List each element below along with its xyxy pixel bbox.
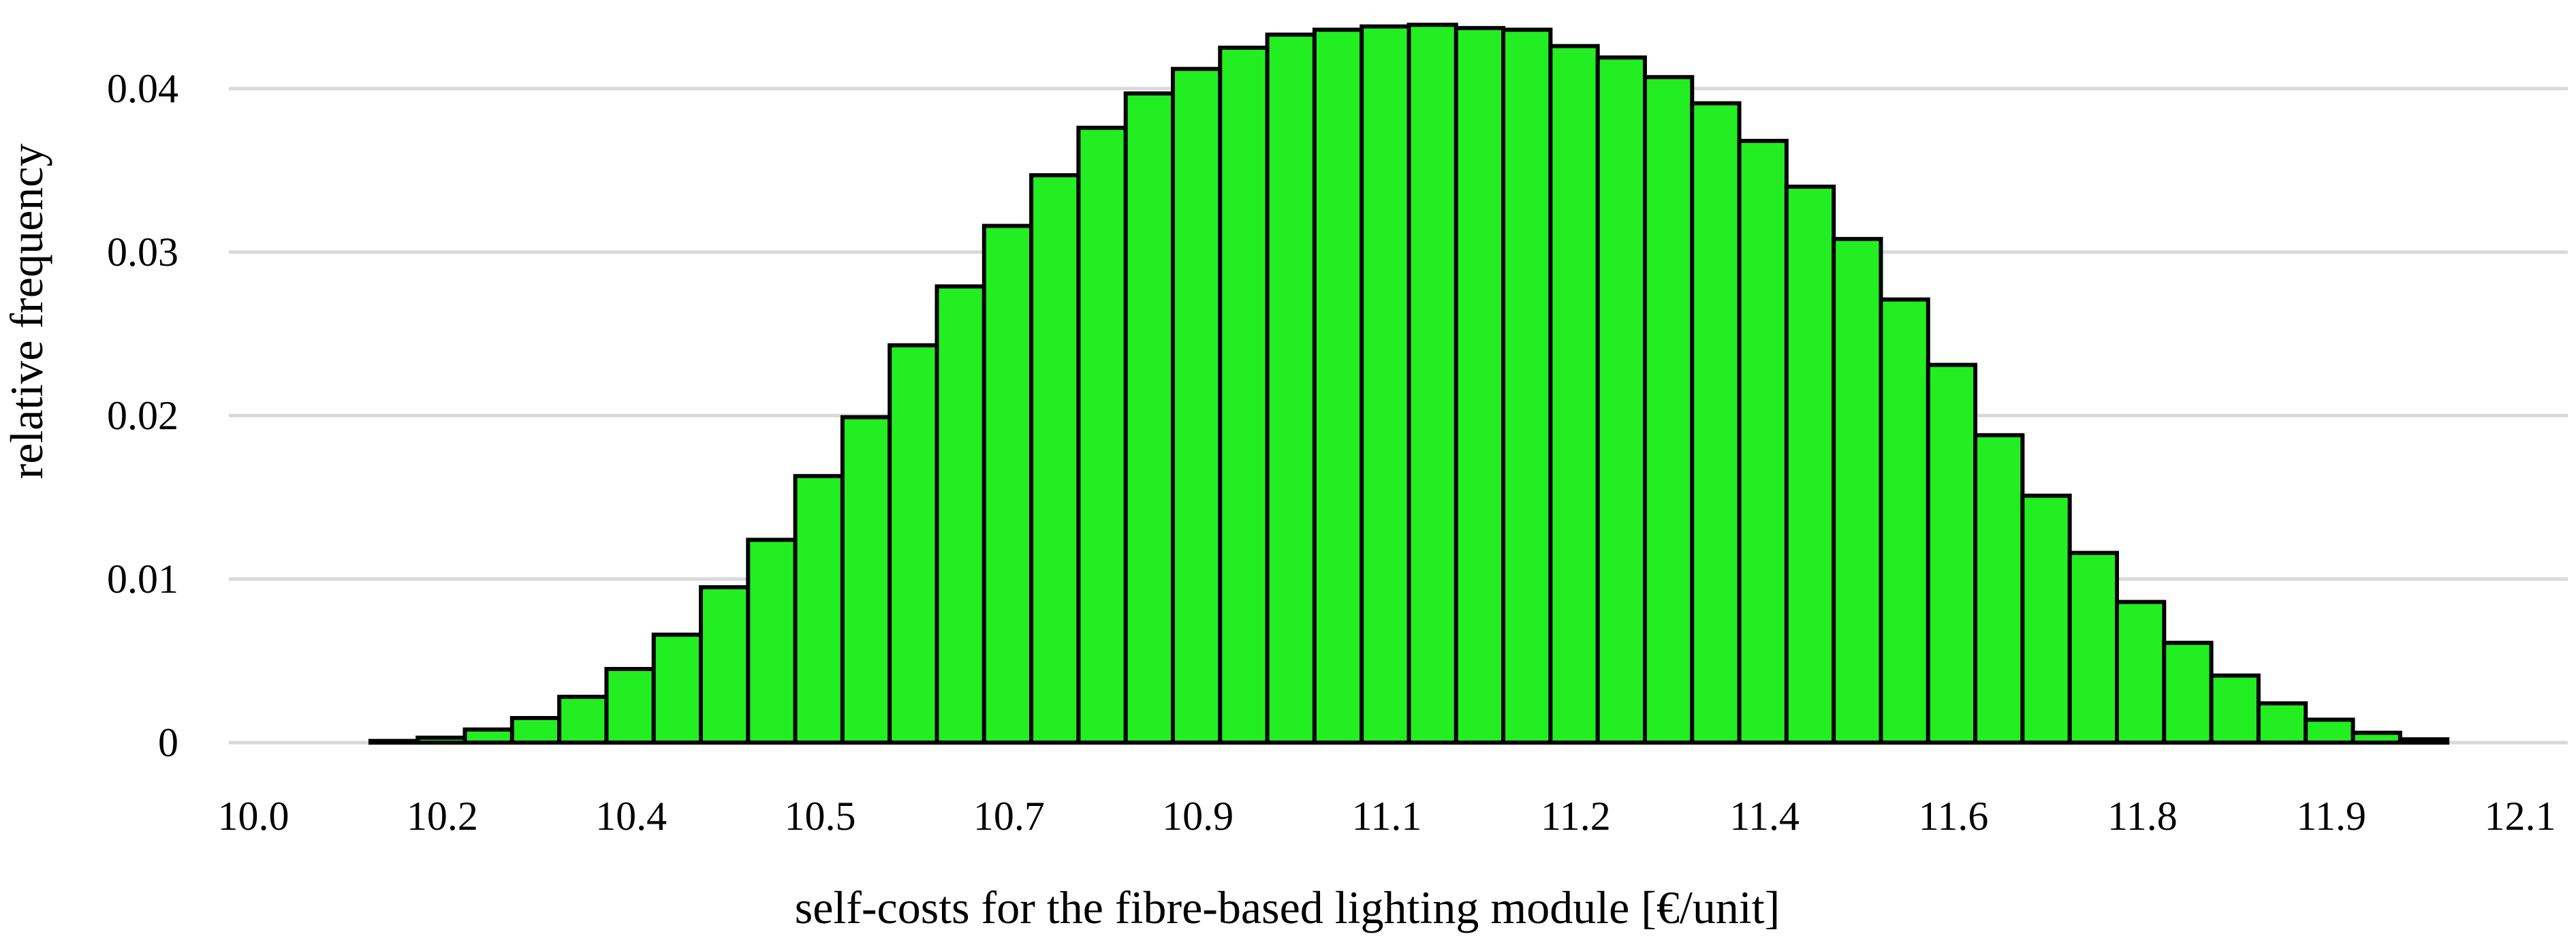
histogram-bar — [2304, 717, 2355, 745]
histogram-bar — [604, 667, 656, 745]
histogram-bar — [2209, 673, 2261, 745]
histogram-bar — [1501, 27, 1553, 745]
x-tick-label: 10.2 — [407, 794, 478, 839]
y-tick-label: 0.01 — [107, 557, 178, 602]
y-tick-label: 0.04 — [107, 66, 178, 111]
histogram-bar — [368, 738, 420, 745]
histogram-bar — [1690, 101, 1742, 745]
histogram-bar — [1312, 27, 1364, 745]
histogram-bar — [2067, 550, 2119, 745]
histogram-bar — [462, 727, 514, 745]
x-tick-label: 11.6 — [1919, 794, 1989, 839]
histogram-bar — [557, 694, 609, 745]
histogram-bar — [746, 538, 798, 745]
histogram-bar — [1595, 55, 1647, 745]
x-tick-label: 10.0 — [218, 794, 289, 839]
histogram-bar — [1265, 32, 1317, 745]
histogram-bar — [2115, 600, 2167, 745]
histogram-bar — [699, 585, 751, 745]
x-tick-label: 10.7 — [973, 794, 1045, 839]
y-tick-label: 0.02 — [107, 393, 178, 438]
histogram-bar — [1832, 236, 1883, 745]
histogram-bar — [2398, 737, 2450, 745]
histogram-bar — [1171, 67, 1223, 745]
histogram-bar — [1643, 75, 1695, 745]
histogram-bars — [368, 22, 2450, 745]
histogram-bar — [509, 716, 562, 745]
x-axis-title: self-costs for the fibre-based lighting … — [795, 882, 1780, 933]
x-tick-label: 11.9 — [2296, 794, 2366, 839]
x-tick-label: 10.9 — [1162, 794, 1234, 839]
histogram-bar — [1076, 125, 1128, 745]
x-tick-label: 11.8 — [2107, 794, 2178, 839]
histogram-bar — [1737, 138, 1789, 745]
histogram-bar — [1548, 44, 1600, 745]
histogram-bar — [2162, 640, 2214, 745]
x-tick-label: 11.4 — [1729, 794, 1800, 839]
x-axis-ticks: 10.0 10.2 10.4 10.5 10.7 10.9 11.1 11.2 11.4 11.6… — [218, 794, 2556, 839]
histogram-bar — [888, 343, 939, 745]
histogram-bar — [415, 735, 467, 745]
x-tick-label: 11.2 — [1541, 794, 1611, 839]
histogram-bar — [934, 284, 986, 745]
histogram-bar — [981, 223, 1034, 745]
y-tick-label: 0 — [158, 720, 178, 765]
histogram-bar — [2020, 493, 2072, 745]
y-axis-ticks: 0 0.01 0.02 0.03 0.04 — [107, 66, 178, 765]
x-tick-label: 12.1 — [2485, 794, 2556, 839]
histogram-bar — [1123, 91, 1175, 745]
y-tick-label: 0.03 — [107, 230, 178, 275]
y-axis-title: relative frequency — [1, 144, 52, 480]
histogram-bar — [651, 632, 704, 745]
histogram-bar — [2256, 701, 2308, 745]
histogram-bar — [1218, 46, 1270, 745]
histogram-bar — [2351, 730, 2402, 745]
histogram-bar — [1879, 297, 1930, 745]
histogram-bar — [1454, 26, 1506, 745]
x-tick-label: 10.4 — [595, 794, 667, 839]
x-tick-label: 10.5 — [785, 794, 856, 839]
histogram-bar — [1360, 24, 1411, 745]
histogram-bar — [1926, 362, 1978, 745]
x-tick-label: 11.1 — [1352, 794, 1422, 839]
histogram-bar — [1407, 22, 1458, 745]
histogram-bar — [1973, 433, 2025, 745]
histogram-bar — [1029, 173, 1081, 745]
histogram-bar — [793, 473, 845, 745]
histogram-bar — [840, 415, 892, 745]
histogram-bar — [1784, 185, 1836, 745]
